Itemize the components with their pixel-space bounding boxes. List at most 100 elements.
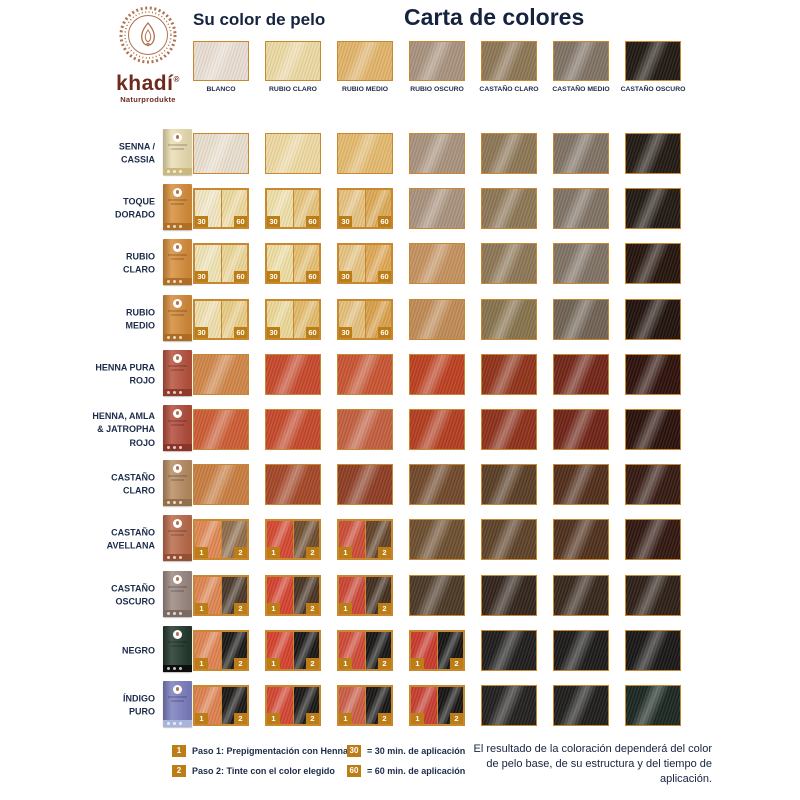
split-left-half bbox=[267, 687, 294, 724]
result-swatch bbox=[553, 133, 609, 174]
product-box-band bbox=[163, 665, 192, 672]
result-swatch bbox=[265, 354, 321, 395]
product-box-logo-icon bbox=[173, 299, 182, 308]
step-time-badge: 30 bbox=[267, 216, 280, 227]
result-swatch-split: 30 60 bbox=[193, 188, 249, 229]
product-box-logo-icon bbox=[173, 409, 182, 418]
product-box-band bbox=[163, 554, 192, 561]
step-time-badge: 1 bbox=[267, 713, 280, 724]
step-time-badge: 2 bbox=[450, 658, 463, 669]
step-time-badge: 60 bbox=[378, 327, 391, 338]
product-box-band bbox=[163, 278, 192, 285]
step-time-badge: 60 bbox=[234, 216, 247, 227]
step-time-badge: 1 bbox=[267, 658, 280, 669]
product-row-label: RUBIO CLARO bbox=[123, 251, 155, 275]
result-swatch bbox=[337, 354, 393, 395]
result-swatch bbox=[193, 464, 249, 505]
base-colors-title: Su color de pelo bbox=[193, 10, 326, 29]
product-box-logo-icon bbox=[173, 630, 182, 639]
product-box-logo-icon bbox=[173, 133, 182, 142]
result-swatch-split: 30 60 bbox=[265, 299, 321, 340]
brand-logo: khadí® Naturprodukte bbox=[106, 6, 190, 104]
product-box bbox=[163, 350, 192, 396]
base-color-label: RUBIO CLARO bbox=[269, 86, 317, 93]
step-time-badge: 2 bbox=[306, 603, 319, 614]
product-box bbox=[163, 405, 192, 451]
split-left-half bbox=[267, 245, 294, 282]
product-box bbox=[163, 681, 192, 727]
result-swatch bbox=[193, 354, 249, 395]
result-swatch bbox=[481, 188, 537, 229]
result-swatch bbox=[553, 685, 609, 726]
result-swatch bbox=[625, 409, 681, 450]
step-time-badge: 2 bbox=[378, 603, 391, 614]
step-time-badge: 2 bbox=[234, 658, 247, 669]
result-swatch-split: 30 60 bbox=[265, 243, 321, 284]
result-swatch bbox=[337, 409, 393, 450]
product-box-logo-icon bbox=[173, 354, 182, 363]
product-box-band bbox=[163, 168, 192, 175]
product-box bbox=[163, 295, 192, 341]
step-time-badge: 2 bbox=[234, 603, 247, 614]
product-box-band bbox=[163, 334, 192, 341]
step-2-badge: 2 bbox=[172, 765, 186, 777]
product-box bbox=[163, 129, 192, 175]
product-row-label: SENNA / CASSIA bbox=[118, 141, 155, 165]
result-swatch bbox=[481, 299, 537, 340]
step-time-badge: 1 bbox=[195, 658, 208, 669]
result-swatch bbox=[625, 630, 681, 671]
product-box-logo-icon bbox=[173, 188, 182, 197]
result-swatch bbox=[481, 575, 537, 616]
step-time-badge: 2 bbox=[306, 547, 319, 558]
result-swatch bbox=[193, 409, 249, 450]
step-time-badge: 1 bbox=[411, 658, 424, 669]
result-swatch bbox=[481, 685, 537, 726]
result-swatch bbox=[265, 409, 321, 450]
result-swatch bbox=[481, 409, 537, 450]
result-swatch-split: 30 60 bbox=[193, 243, 249, 284]
product-row-label: RUBIO MEDIO bbox=[125, 307, 155, 331]
product-box bbox=[163, 571, 192, 617]
base-color-swatch bbox=[193, 41, 249, 81]
time-60-badge: 60 bbox=[347, 765, 361, 777]
result-swatch bbox=[553, 630, 609, 671]
result-swatch-split: 30 60 bbox=[337, 243, 393, 284]
product-box-logo-icon bbox=[173, 519, 182, 528]
step-time-badge: 60 bbox=[306, 271, 319, 282]
result-swatch bbox=[553, 464, 609, 505]
base-color-label: RUBIO OSCURO bbox=[410, 86, 464, 93]
mandala-logo-icon bbox=[119, 6, 177, 64]
base-color-swatch bbox=[409, 41, 465, 81]
chart-title: Carta de colores bbox=[404, 4, 585, 30]
result-swatch bbox=[553, 409, 609, 450]
product-box-band bbox=[163, 720, 192, 727]
result-swatch bbox=[625, 685, 681, 726]
result-swatch bbox=[409, 188, 465, 229]
step-time-badge: 30 bbox=[195, 216, 208, 227]
result-swatch bbox=[481, 354, 537, 395]
result-swatch bbox=[553, 519, 609, 560]
step-time-badge: 60 bbox=[378, 216, 391, 227]
result-swatch bbox=[625, 575, 681, 616]
product-box-logo-icon bbox=[173, 243, 182, 252]
step-time-badge: 1 bbox=[411, 713, 424, 724]
result-swatch bbox=[265, 133, 321, 174]
result-swatch bbox=[409, 519, 465, 560]
step-time-badge: 2 bbox=[378, 713, 391, 724]
time-30-text: = 30 min. de aplicación bbox=[367, 746, 466, 756]
product-box-logo-icon bbox=[173, 575, 182, 584]
product-row-label: HENNA, AMLA & JATROPHA ROJO bbox=[92, 410, 155, 448]
result-swatch bbox=[553, 299, 609, 340]
split-right-half bbox=[221, 245, 247, 282]
step-time-badge: 30 bbox=[195, 327, 208, 338]
step-time-badge: 30 bbox=[195, 271, 208, 282]
step-time-badge: 2 bbox=[234, 547, 247, 558]
product-box bbox=[163, 184, 192, 230]
